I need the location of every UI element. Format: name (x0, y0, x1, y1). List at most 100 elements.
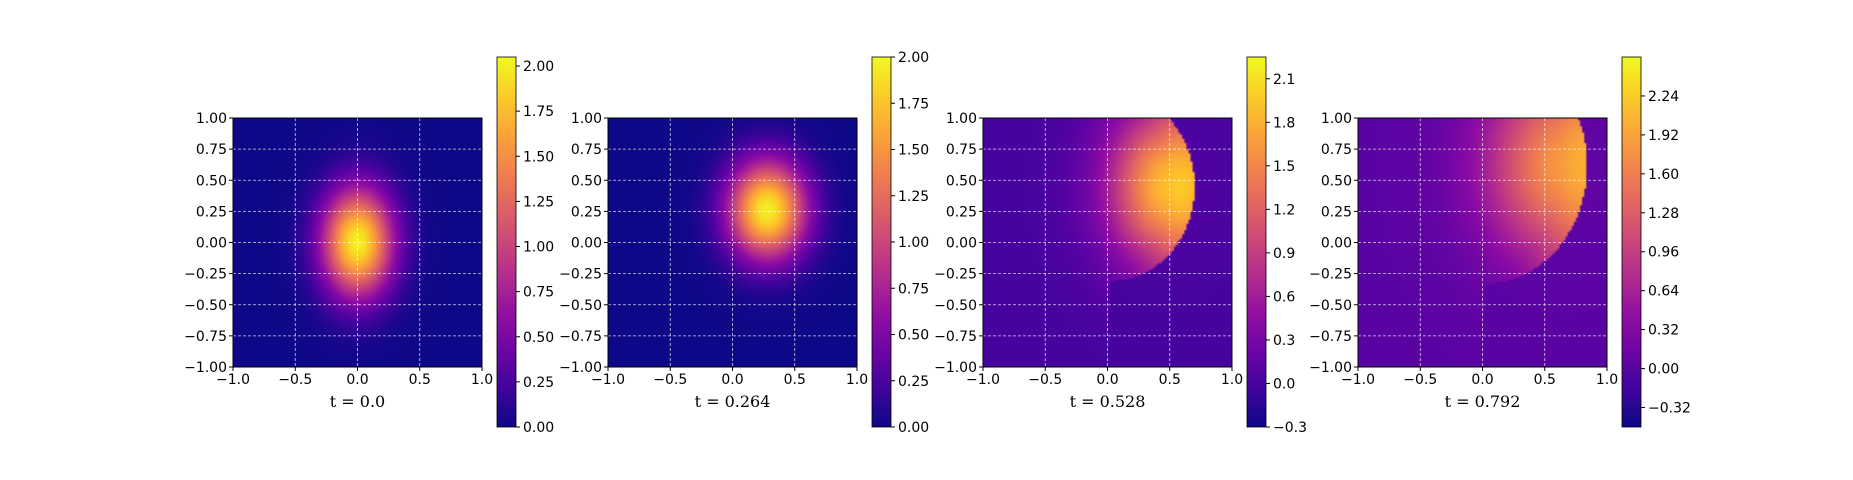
colorbar-tick-label: 0.3 (1273, 333, 1295, 349)
colorbar-tick-label: 1.50 (523, 149, 554, 165)
panel-caption: t = 0.792 (1445, 392, 1521, 411)
colorbar-tick-label: 2.1 (1273, 72, 1295, 88)
colorbar-tick-label: 0.64 (1648, 284, 1679, 300)
x-tick-label: 0.5 (409, 372, 431, 388)
x-tick-label: −0.5 (1403, 372, 1437, 388)
colorbar-tick-label: 0.00 (898, 420, 929, 436)
colorbar-tick-label: 1.75 (898, 96, 929, 112)
y-tick-label: 0.50 (196, 173, 227, 189)
x-tick-label: −1.0 (591, 372, 625, 388)
y-tick-label: 0.25 (946, 204, 977, 220)
x-tick-label: 1.0 (846, 372, 868, 388)
x-tick-label: 0.0 (721, 372, 743, 388)
colorbar-tick-label: 0.75 (898, 281, 929, 297)
x-tick-label: −0.5 (278, 372, 312, 388)
y-tick-label: 0.00 (946, 236, 977, 252)
colorbar-tick-label: 1.8 (1273, 115, 1295, 131)
x-tick-label: 1.0 (471, 372, 493, 388)
colorbar-tick-label: 0.50 (898, 328, 929, 344)
y-tick-label: −0.75 (934, 329, 977, 345)
y-tick-label: 0.75 (571, 142, 602, 158)
y-tick-label: −0.75 (184, 329, 227, 345)
y-tick-label: 1.00 (946, 111, 977, 127)
colorbar-tick-label: −0.3 (1273, 420, 1307, 436)
colorbar-tick-label: 1.25 (523, 194, 554, 210)
x-tick-label: 0.5 (1534, 372, 1556, 388)
panel-caption: t = 0.264 (695, 392, 771, 411)
colorbar (1621, 56, 1642, 428)
x-tick-label: −1.0 (216, 372, 250, 388)
x-tick-label: 1.0 (1221, 372, 1243, 388)
colorbar-tick-label: 0.96 (1648, 245, 1679, 261)
y-tick-label: −1.00 (559, 360, 602, 376)
y-tick-label: 1.00 (571, 111, 602, 127)
x-tick-label: −0.5 (653, 372, 687, 388)
x-tick-label: 0.0 (1471, 372, 1493, 388)
y-tick-label: −1.00 (934, 360, 977, 376)
colorbar-tick-label: 1.60 (1648, 167, 1679, 183)
y-tick-label: −0.25 (559, 267, 602, 283)
y-tick-label: −0.25 (184, 267, 227, 283)
colorbar (496, 56, 517, 428)
y-tick-label: 0.50 (1321, 173, 1352, 189)
x-tick-label: −1.0 (1341, 372, 1375, 388)
y-tick-label: 1.00 (1321, 111, 1352, 127)
colorbar-tick-label: 1.2 (1273, 202, 1295, 218)
y-tick-label: 0.25 (571, 204, 602, 220)
panel-caption: t = 0.528 (1070, 392, 1146, 411)
panel-caption: t = 0.0 (330, 392, 385, 411)
x-tick-label: −0.5 (1028, 372, 1062, 388)
y-tick-label: −1.00 (184, 360, 227, 376)
colorbar-tick-label: 0.32 (1648, 323, 1679, 339)
colorbar-tick-label: 1.92 (1648, 128, 1679, 144)
colorbar-tick-label: 0.6 (1273, 289, 1295, 305)
y-tick-label: 0.75 (1321, 142, 1352, 158)
colorbar-tick-label: 0.25 (523, 375, 554, 391)
colorbar-tick-label: −0.32 (1648, 401, 1691, 417)
y-tick-label: −0.50 (184, 298, 227, 314)
y-tick-label: −0.50 (559, 298, 602, 314)
y-tick-label: −1.00 (1309, 360, 1352, 376)
y-tick-label: −0.25 (1309, 267, 1352, 283)
colorbar-tick-label: 2.24 (1648, 89, 1679, 105)
colorbar (871, 56, 892, 428)
colorbar-tick-label: 1.75 (523, 104, 554, 120)
x-tick-label: 0.5 (784, 372, 806, 388)
colorbar-tick-label: 1.25 (898, 189, 929, 205)
panel-2: −1.0 −0.5 0.0 0.5 1.0 1.00 0.75 0.50 0.25 0.00 −0.… (559, 50, 929, 436)
colorbar-tick-label: 0.00 (1648, 362, 1679, 378)
x-tick-label: 0.0 (346, 372, 368, 388)
y-tick-label: 0.50 (946, 173, 977, 189)
x-tick-label: 1.0 (1596, 372, 1618, 388)
colorbar-tick-label: 0.75 (523, 285, 554, 301)
y-tick-label: 1.00 (196, 111, 227, 127)
colorbar-tick-label: 1.28 (1648, 206, 1679, 222)
colorbar-tick-label: 1.00 (523, 240, 554, 256)
colorbar-tick-label: 2.00 (523, 59, 554, 75)
colorbar-tick-label: 0.00 (523, 420, 554, 436)
colorbar-tick-label: 0.25 (898, 374, 929, 390)
y-tick-label: 0.00 (1321, 236, 1352, 252)
y-tick-label: 0.25 (196, 204, 227, 220)
colorbar (1246, 56, 1267, 428)
y-tick-label: −0.75 (559, 329, 602, 345)
colorbar-tick-label: 0.0 (1273, 376, 1295, 392)
y-tick-label: 0.00 (196, 236, 227, 252)
y-tick-label: −0.50 (934, 298, 977, 314)
panel-1: −1.0 −0.5 0.0 0.5 1.0 1.00 0.75 0.50 0.25 0.00 −0.… (184, 56, 554, 436)
y-tick-label: −0.50 (1309, 298, 1352, 314)
y-tick-label: −0.25 (934, 267, 977, 283)
x-tick-label: 0.0 (1096, 372, 1118, 388)
x-tick-label: −1.0 (966, 372, 1000, 388)
colorbar-tick-label: 1.50 (898, 143, 929, 159)
x-tick-label: 0.5 (1159, 372, 1181, 388)
y-tick-label: 0.00 (571, 236, 602, 252)
colorbar-tick-label: 0.50 (523, 330, 554, 346)
panel-3: −1.0 −0.5 0.0 0.5 1.0 1.00 0.75 0.50 0.25 0.00 −0.… (934, 56, 1307, 436)
colorbar-tick-label: 2.00 (898, 50, 929, 66)
colorbar-tick-label: 0.9 (1273, 246, 1295, 262)
colorbar-tick-label: 1.5 (1273, 159, 1295, 175)
colorbar-tick-label: 1.00 (898, 235, 929, 251)
panel-4: −1.0 −0.5 0.0 0.5 1.0 1.00 0.75 0.50 0.25 0.00 −0.… (1309, 56, 1691, 428)
